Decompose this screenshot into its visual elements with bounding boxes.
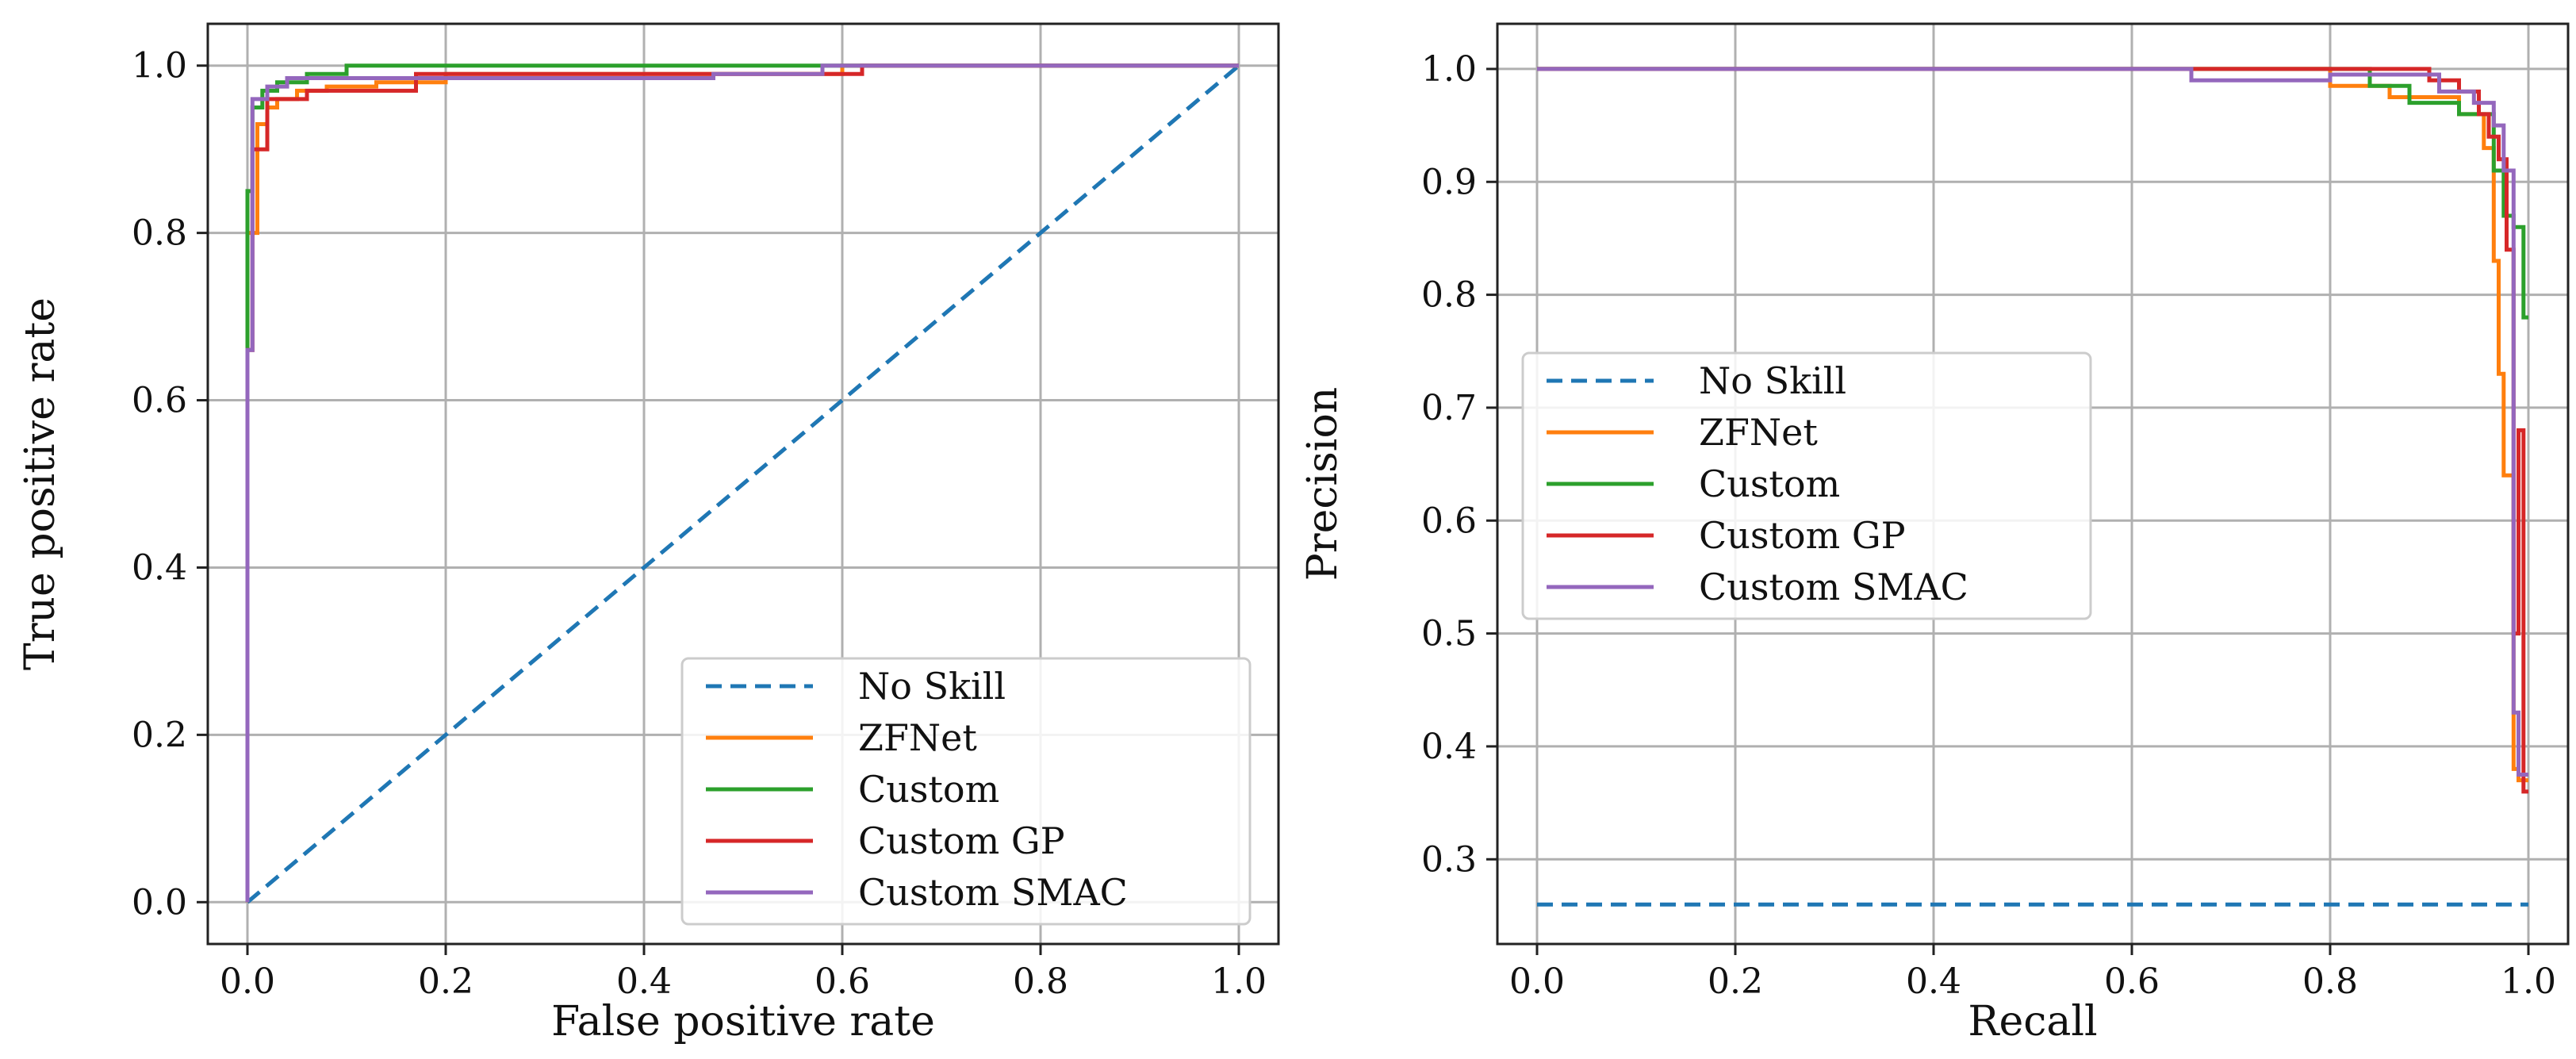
pr-series-custom-gp: [1537, 67, 2528, 794]
pr-ytick-label: 0.9: [1421, 162, 1477, 202]
pr-legend-label: Custom: [1699, 462, 1840, 505]
roc-series: [245, 63, 1240, 904]
pr-xtick-label: 0.2: [1708, 961, 1763, 1002]
pr-xtick-label: 1.0: [2501, 961, 2556, 1002]
roc-ytick-label: 0.8: [132, 213, 187, 254]
roc-xtick-label: 0.6: [815, 961, 870, 1002]
pr-xtick-label: 0.0: [1509, 961, 1565, 1002]
pr-xtick-label: 0.4: [1906, 961, 1961, 1002]
pr-legend: No Skill ZFNet Custom Custom GP Custom SMAC: [1521, 351, 2092, 620]
roc-xtick-label: 1.0: [1211, 961, 1267, 1002]
roc-xtick-label: 0.8: [1013, 961, 1068, 1002]
pr-legend-label: Custom SMAC: [1699, 566, 1968, 608]
pr-ytick-label: 0.4: [1421, 727, 1477, 767]
roc-legend: No Skill ZFNet Custom Custom GP Custom SMAC: [680, 657, 1252, 926]
roc-xtick-label: 0.0: [220, 961, 275, 1002]
pr-ylabel: Precision: [1299, 387, 1347, 581]
pr-ytick-label: 0.6: [1421, 501, 1477, 541]
pr-legend-label: ZFNet: [1699, 411, 1818, 454]
roc-ytick-label: 0.0: [132, 882, 187, 923]
pr-ytick-label: 0.5: [1421, 614, 1477, 654]
roc-legend-label: Custom SMAC: [858, 871, 1128, 914]
pr-legend-box: [1521, 351, 2092, 620]
roc-series-custom-smac: [245, 63, 1239, 903]
roc-legend-box: [680, 657, 1252, 926]
roc-legend-label: Custom: [858, 768, 999, 811]
pr-legend-label: Custom GP: [1699, 514, 1906, 557]
pr-xlabel: Recall: [1968, 998, 2097, 1046]
pr-series-custom-smac: [1537, 67, 2528, 777]
pr-ytick-label: 0.3: [1421, 839, 1477, 880]
roc-xlabel: False positive rate: [551, 998, 935, 1046]
pr-series: [1537, 67, 2528, 907]
pr-ytick-label: 1.0: [1421, 49, 1477, 90]
roc-xtick-label: 0.4: [616, 961, 672, 1002]
roc-xtick-label: 0.2: [418, 961, 473, 1002]
pr-ytick-label: 0.7: [1421, 388, 1477, 428]
roc-ytick-label: 0.6: [132, 381, 187, 421]
pr-series-custom: [1537, 67, 2528, 320]
pr-axes-frame: [1496, 22, 2570, 946]
pr-ytick-label: 0.8: [1421, 275, 1477, 316]
roc-legend-label: No Skill: [858, 665, 1006, 708]
pr-legend-label: No Skill: [1699, 359, 1846, 402]
pr-xtick-label: 0.8: [2302, 961, 2358, 1002]
roc-ticks: 0.0 0.2 0.4 0.6 0.8 1.0 0.0 0.2 0.4 0.6 0.8 1.0: [132, 46, 1267, 1002]
roc-series-no-skill: [246, 63, 1240, 904]
roc-legend-label: ZFNet: [858, 716, 977, 759]
roc-axes-frame: [206, 22, 1280, 946]
roc-ytick-label: 0.2: [132, 715, 187, 755]
pr-ticks: 0.0 0.2 0.4 0.6 0.8 1.0 0.3 0.4 0.5 0.6 0.7 0.8 0.9 1…: [1421, 49, 2556, 1002]
roc-chart: 0.0 0.2 0.4 0.6 0.8 1.0 0.0 0.2 0.4 0.6 0.8 1.0 Fal…: [17, 22, 1280, 1046]
roc-ytick-label: 0.4: [132, 547, 187, 588]
roc-legend-label: Custom GP: [858, 819, 1065, 862]
pr-chart: 0.0 0.2 0.4 0.6 0.8 1.0 0.3 0.4 0.5 0.6 0.7 0.8 0.9 1…: [1299, 22, 2570, 1046]
pr-xtick-label: 0.6: [2104, 961, 2160, 1002]
roc-ytick-label: 1.0: [132, 46, 187, 86]
roc-ylabel: True positive rate: [17, 297, 64, 670]
